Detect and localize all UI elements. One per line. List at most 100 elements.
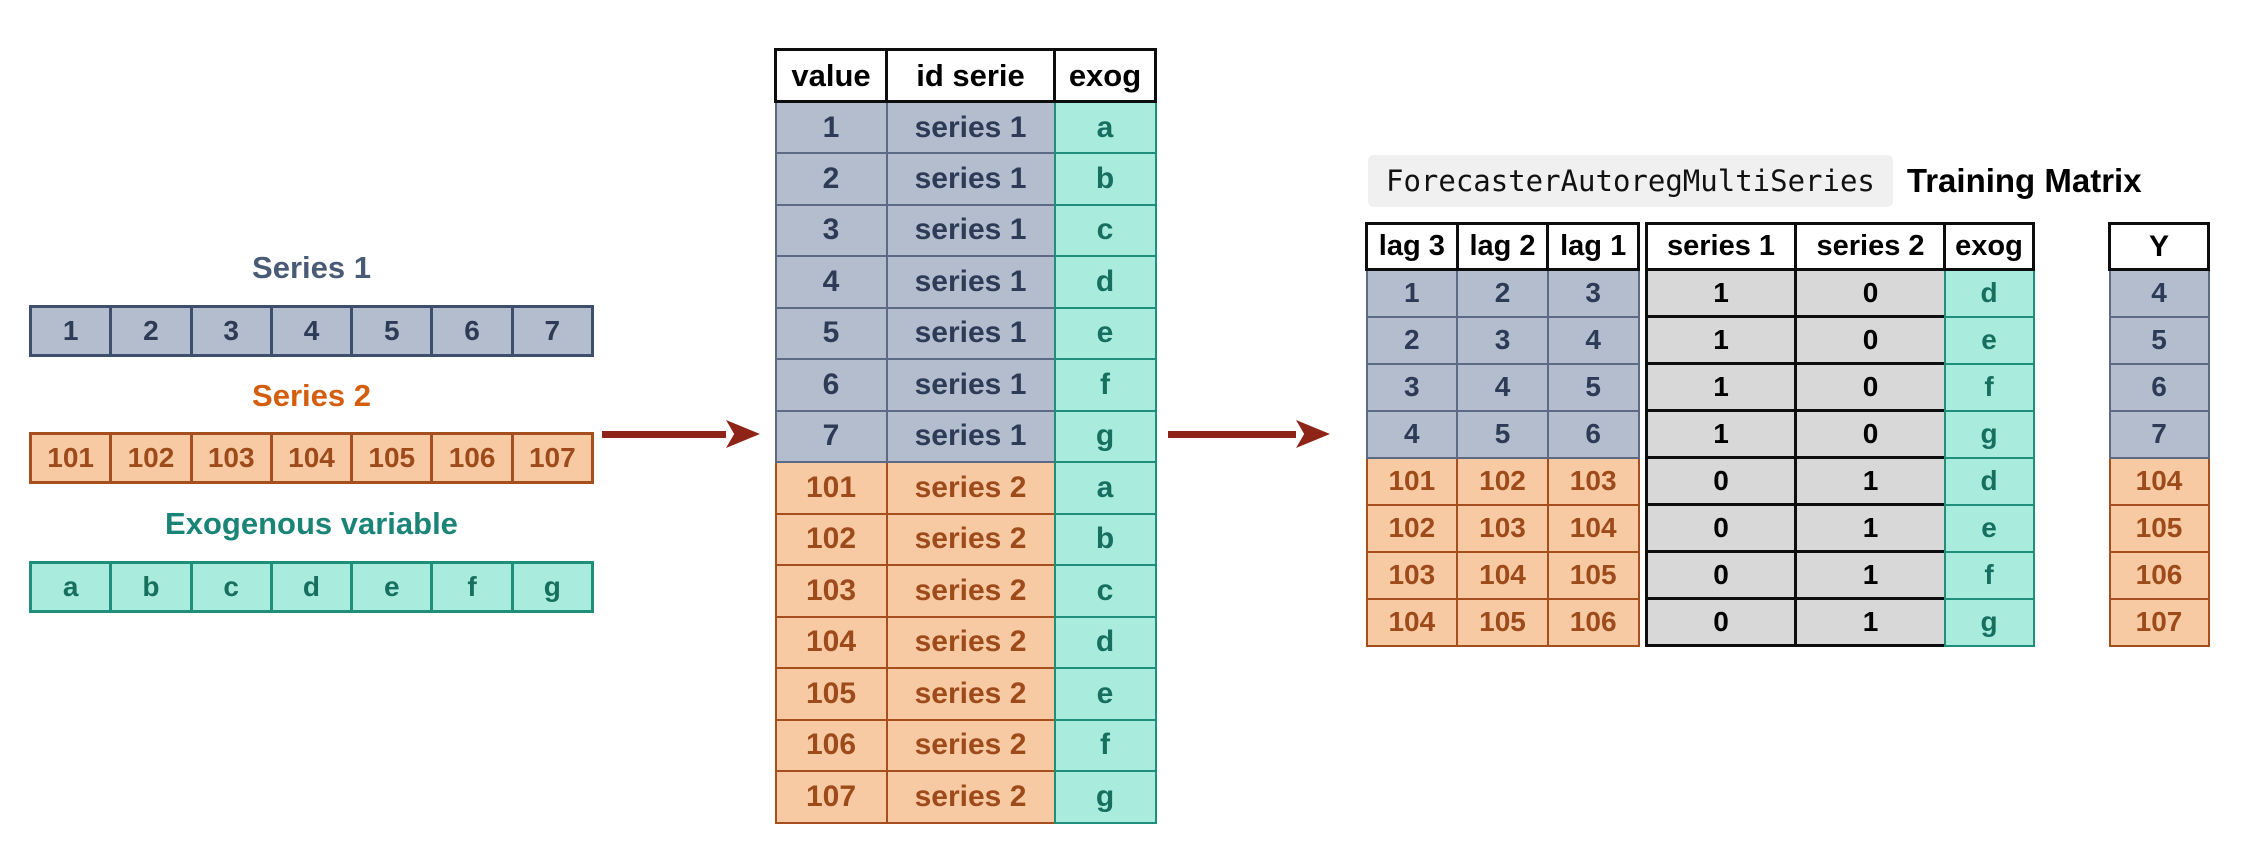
- forecaster-class-name-badge: ForecasterAutoregMultiSeries: [1368, 155, 1893, 207]
- matrix-series2-dummy-cell: 0: [1794, 315, 1947, 365]
- long-id-serie-cell: series 1: [885, 358, 1056, 412]
- matrix-lag-cell: 104: [1365, 597, 1459, 647]
- matrix-lag-cell: 4: [1456, 362, 1549, 412]
- long-id-serie-cell: series 2: [885, 461, 1056, 515]
- y-value-cell: 4: [2108, 268, 2210, 318]
- table-row: 4 series 1: [774, 255, 1056, 309]
- table-row: d: [1053, 255, 1157, 309]
- exog-cell: a: [28, 561, 113, 613]
- long-exog-cell: c: [1053, 203, 1157, 257]
- table-row: 6 series 1: [774, 358, 1056, 412]
- long-id-serie-cell: series 1: [885, 255, 1056, 309]
- matrix-series1-dummy-cell: 0: [1645, 456, 1797, 506]
- long-exog-cell: c: [1053, 564, 1157, 618]
- matrix-exog-cell: e: [1943, 315, 2035, 365]
- series1-cell: 4: [269, 305, 354, 357]
- long-value-cell: 1: [774, 100, 888, 154]
- long-exog-cell: a: [1053, 100, 1157, 154]
- series2-cell: 102: [109, 432, 193, 484]
- table-row: 5 series 1: [774, 306, 1056, 360]
- long-value-cell: 7: [774, 409, 888, 463]
- matrix-lag-cell: 104: [1546, 503, 1640, 553]
- table-row: 7: [2108, 409, 2210, 459]
- table-row: 102 103 104: [1365, 503, 1640, 553]
- long-value-cell: 105: [774, 667, 888, 721]
- table-row: 107 series 2: [774, 770, 1056, 824]
- table-row: lag 3 lag 2 lag 1: [1365, 222, 1640, 271]
- matrix-lag-cell: 101: [1365, 456, 1459, 506]
- y-value-cell: 6: [2108, 362, 2210, 412]
- matrix-lag-cell: 105: [1546, 550, 1640, 600]
- y-value-cell: 105: [2108, 503, 2210, 553]
- exog-cell: f: [430, 561, 514, 613]
- training-matrix-label: Training Matrix: [1906, 162, 2142, 199]
- table-row: 1 series 1: [774, 100, 1056, 154]
- table-row: e: [1053, 306, 1157, 360]
- table-row: e: [1943, 315, 2035, 365]
- long-value-cell: 2: [774, 152, 888, 206]
- long-value-cell: 103: [774, 564, 888, 618]
- long-value-cell: 104: [774, 615, 888, 669]
- training-matrix-title: ForecasterAutoregMultiSeries Training Ma…: [1368, 155, 2142, 207]
- matrix-series2-dummy-cell: 0: [1794, 362, 1947, 412]
- long-format-exog-table: exog a b c d e f g a b c d e f g: [1053, 48, 1157, 824]
- table-row: 101 102 103: [1365, 456, 1640, 506]
- long-exog-cell: d: [1053, 255, 1157, 309]
- table-row: 104 105 106: [1365, 597, 1640, 647]
- table-row: 2 series 1: [774, 152, 1056, 206]
- exog-cell: g: [510, 561, 595, 613]
- long-value-cell: 107: [774, 770, 888, 824]
- matrix-series1-dummy-cell: 0: [1645, 597, 1797, 647]
- long-id-serie-cell: series 1: [885, 306, 1056, 360]
- long-value-cell: 101: [774, 461, 888, 515]
- table-row: series 1 series 2: [1645, 222, 1947, 271]
- long-header-id-serie: id serie: [885, 48, 1056, 103]
- matrix-lag-cell: 3: [1456, 315, 1549, 365]
- table-row: exog: [1053, 48, 1157, 103]
- training-matrix-exog-table: exog d e f g d e f g: [1943, 222, 2035, 647]
- series2-cell: 101: [28, 432, 113, 484]
- matrix-lag-cell: 1: [1365, 268, 1459, 318]
- training-matrix-lags-table: lag 3 lag 2 lag 1 1 2 3 2 3 4 3 4 5 4 5 6 101 102 103 102 1…: [1365, 222, 1640, 647]
- matrix-lag-cell: 5: [1546, 362, 1640, 412]
- matrix-series2-dummy-cell: 0: [1794, 268, 1947, 318]
- series2-cell: 107: [510, 432, 595, 484]
- series1-cell: 1: [28, 305, 113, 357]
- table-row: f: [1053, 718, 1157, 772]
- long-exog-cell: f: [1053, 358, 1157, 412]
- table-row: 105 series 2: [774, 667, 1056, 721]
- long-header-value: value: [774, 48, 888, 103]
- long-id-serie-cell: series 2: [885, 770, 1056, 824]
- matrix-lag-cell: 106: [1546, 597, 1640, 647]
- matrix-lag-cell: 102: [1365, 503, 1459, 553]
- matrix-lag-header: lag 2: [1455, 222, 1550, 271]
- table-row: 6: [2108, 362, 2210, 412]
- long-value-cell: 3: [774, 203, 888, 257]
- arrow-shaft: [602, 430, 726, 438]
- long-value-cell: 5: [774, 306, 888, 360]
- table-row: e: [1943, 503, 2035, 553]
- long-id-serie-cell: series 1: [885, 203, 1056, 257]
- long-exog-cell: a: [1053, 461, 1157, 515]
- long-id-serie-cell: series 2: [885, 512, 1056, 566]
- long-exog-cell: d: [1053, 615, 1157, 669]
- matrix-lag-header: lag 3: [1365, 222, 1459, 271]
- series2-cell: 106: [430, 432, 514, 484]
- y-value-cell: 104: [2108, 456, 2210, 506]
- matrix-series2-dummy-cell: 1: [1794, 456, 1947, 506]
- long-id-serie-cell: series 1: [885, 152, 1056, 206]
- table-row: g: [1943, 597, 2035, 647]
- series2-cell: 105: [350, 432, 434, 484]
- matrix-series2-dummy-cell: 1: [1794, 597, 1947, 647]
- matrix-lag-cell: 2: [1365, 315, 1459, 365]
- matrix-exog-cell: g: [1943, 409, 2035, 459]
- long-id-serie-cell: series 2: [885, 718, 1056, 772]
- matrix-lag-cell: 3: [1546, 268, 1640, 318]
- y-header: Y: [2108, 222, 2210, 271]
